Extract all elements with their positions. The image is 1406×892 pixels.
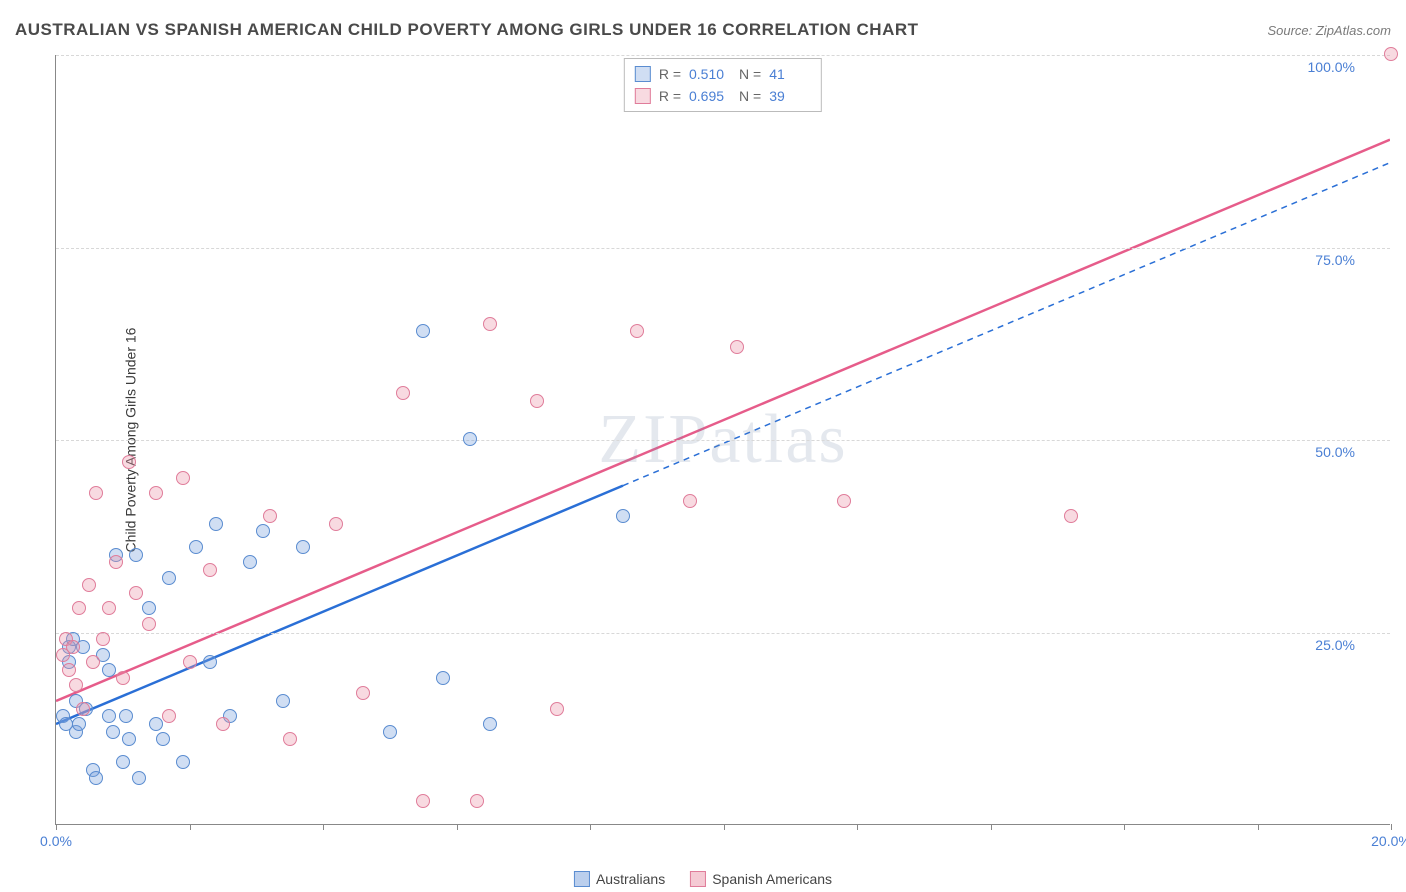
x-tick-mark xyxy=(1258,824,1259,830)
data-point xyxy=(243,555,257,569)
data-point xyxy=(142,617,156,631)
data-point xyxy=(283,732,297,746)
data-point xyxy=(96,632,110,646)
data-point xyxy=(62,663,76,677)
data-point xyxy=(203,655,217,669)
data-point xyxy=(142,601,156,615)
data-point xyxy=(102,663,116,677)
data-point xyxy=(483,317,497,331)
data-point xyxy=(89,486,103,500)
data-point xyxy=(82,578,96,592)
data-point xyxy=(106,725,120,739)
data-point xyxy=(356,686,370,700)
data-point xyxy=(1064,509,1078,523)
data-point xyxy=(483,717,497,731)
data-point xyxy=(129,586,143,600)
data-point xyxy=(216,717,230,731)
stats-legend-row: R =0.510N =41 xyxy=(635,63,811,85)
data-point xyxy=(296,540,310,554)
x-tick-mark xyxy=(857,824,858,830)
data-point xyxy=(122,455,136,469)
data-point xyxy=(263,509,277,523)
x-tick-mark xyxy=(1391,824,1392,830)
data-point xyxy=(256,524,270,538)
stats-legend: R =0.510N =41R =0.695N =39 xyxy=(624,58,822,112)
x-tick-mark xyxy=(991,824,992,830)
data-point xyxy=(162,709,176,723)
y-tick-label: 100.0% xyxy=(1308,59,1355,75)
data-point xyxy=(89,771,103,785)
chart-title: AUSTRALIAN VS SPANISH AMERICAN CHILD POV… xyxy=(15,20,919,40)
y-tick-label: 50.0% xyxy=(1315,444,1355,460)
data-point xyxy=(383,725,397,739)
data-point xyxy=(109,555,123,569)
gridline xyxy=(56,633,1390,634)
data-point xyxy=(530,394,544,408)
data-point xyxy=(176,471,190,485)
data-point xyxy=(203,563,217,577)
data-point xyxy=(470,794,484,808)
data-point xyxy=(416,794,430,808)
x-tick-mark xyxy=(457,824,458,830)
data-point xyxy=(149,486,163,500)
data-point xyxy=(119,709,133,723)
data-point xyxy=(730,340,744,354)
x-tick-mark xyxy=(323,824,324,830)
data-point xyxy=(86,655,100,669)
data-point xyxy=(463,432,477,446)
data-point xyxy=(122,732,136,746)
data-point xyxy=(550,702,564,716)
data-point xyxy=(129,548,143,562)
data-point xyxy=(396,386,410,400)
source-attribution: Source: ZipAtlas.com xyxy=(1267,23,1391,38)
data-point xyxy=(102,709,116,723)
x-tick-mark xyxy=(724,824,725,830)
data-point xyxy=(189,540,203,554)
data-point xyxy=(76,702,90,716)
x-tick-mark xyxy=(56,824,57,830)
x-tick-label: 20.0% xyxy=(1371,833,1406,849)
x-tick-label: 0.0% xyxy=(40,833,72,849)
data-point xyxy=(69,678,83,692)
stats-legend-row: R =0.695N =39 xyxy=(635,85,811,107)
data-point xyxy=(72,601,86,615)
gridline xyxy=(56,55,1390,56)
data-point xyxy=(156,732,170,746)
data-point xyxy=(162,571,176,585)
data-point xyxy=(149,717,163,731)
x-tick-mark xyxy=(590,824,591,830)
data-point xyxy=(116,755,130,769)
x-tick-mark xyxy=(1124,824,1125,830)
data-point xyxy=(630,324,644,338)
data-point xyxy=(683,494,697,508)
series-legend: Australians Spanish Americans xyxy=(574,871,832,887)
data-point xyxy=(209,517,223,531)
data-point xyxy=(616,509,630,523)
data-point xyxy=(276,694,290,708)
gridline xyxy=(56,440,1390,441)
data-point xyxy=(436,671,450,685)
legend-item: Spanish Americans xyxy=(690,871,832,887)
data-point xyxy=(102,601,116,615)
gridline xyxy=(56,248,1390,249)
legend-item: Australians xyxy=(574,871,665,887)
data-point xyxy=(329,517,343,531)
x-tick-mark xyxy=(190,824,191,830)
data-point xyxy=(1384,47,1398,61)
y-tick-label: 75.0% xyxy=(1315,252,1355,268)
data-point xyxy=(176,755,190,769)
data-point xyxy=(72,717,86,731)
data-point xyxy=(132,771,146,785)
data-point xyxy=(837,494,851,508)
data-point xyxy=(66,640,80,654)
data-point xyxy=(183,655,197,669)
data-point xyxy=(116,671,130,685)
scatter-chart: ZIPatlas R =0.510N =41R =0.695N =39 25.0… xyxy=(55,55,1390,825)
data-point xyxy=(416,324,430,338)
y-tick-label: 25.0% xyxy=(1315,637,1355,653)
